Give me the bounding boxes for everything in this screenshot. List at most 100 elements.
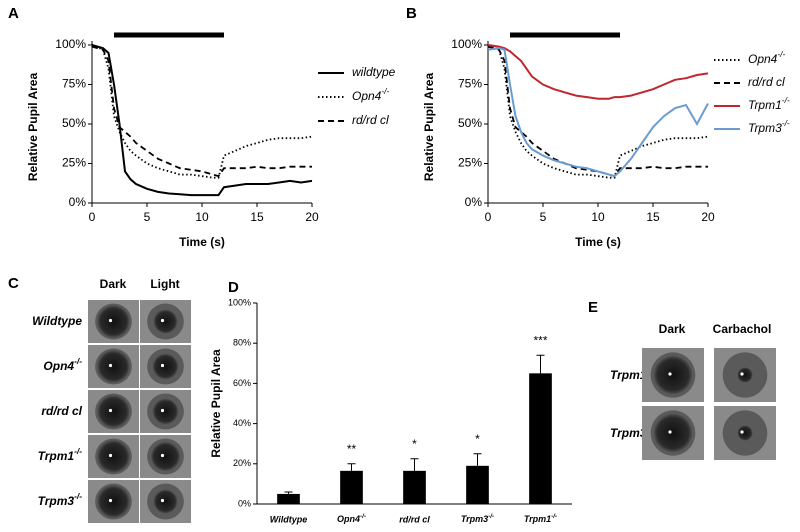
x-tick-label: Opn4-/-	[337, 513, 366, 524]
row-label: Trpm1-/-	[38, 446, 83, 463]
legend-label: rd/rd cl	[352, 113, 389, 127]
series-line	[487, 45, 708, 178]
x-tick-label: 10	[591, 210, 605, 224]
significance: *	[412, 437, 417, 451]
y-axis-title: Relative Pupil Area	[26, 73, 40, 182]
reflection	[668, 430, 672, 434]
panel-label: A	[8, 5, 19, 22]
bar	[466, 465, 489, 504]
x-tick-label: rd/rd cl	[399, 514, 430, 524]
y-tick-label: 50%	[62, 116, 86, 130]
pupil	[153, 309, 178, 334]
x-tick-label: 15	[250, 210, 264, 224]
y-tick-label: 75%	[458, 77, 482, 91]
reflection	[668, 372, 672, 376]
y-tick-label: 100%	[55, 37, 86, 51]
row-label: Trpm3-/-	[38, 491, 83, 508]
x-tick-label: Trpm1-/-	[524, 513, 557, 524]
reflection	[160, 363, 165, 368]
x-tick-label: 0	[89, 210, 96, 224]
pupil	[97, 395, 130, 428]
error-bar	[410, 458, 419, 471]
reflection	[160, 453, 165, 458]
y-tick-label: 0%	[465, 195, 483, 209]
y-tick-label: 80%	[233, 338, 251, 348]
error-bar	[347, 463, 356, 471]
column-header: Carbachol	[713, 322, 772, 336]
reflection	[108, 408, 113, 413]
legend-label: wildtype	[352, 65, 396, 79]
pupil	[152, 353, 179, 380]
error-bar	[536, 354, 545, 374]
row-label: Wildtype	[32, 314, 82, 328]
legend-label: Trpm1-/-	[748, 95, 790, 112]
panel-label: D	[228, 279, 239, 296]
pupil	[737, 367, 753, 383]
series-line	[487, 44, 709, 179]
panel-label: E	[588, 299, 598, 316]
pupil	[152, 398, 179, 425]
y-tick-label: 0%	[238, 498, 251, 508]
significance: *	[475, 432, 480, 446]
pupil	[97, 305, 130, 338]
pupil	[653, 413, 693, 453]
reflection	[108, 453, 113, 458]
series-line	[91, 45, 312, 178]
bar	[403, 470, 426, 504]
significance: **	[347, 442, 357, 456]
y-tick-label: 60%	[233, 378, 251, 388]
pupil	[153, 489, 178, 514]
pupil	[97, 350, 130, 383]
y-tick-label: 100%	[451, 37, 482, 51]
pupil	[97, 485, 130, 518]
y-tick-label: 25%	[62, 156, 86, 170]
error-bar	[284, 491, 293, 494]
legend-label: Trpm3-/-	[748, 118, 790, 135]
reflection	[160, 408, 165, 413]
column-header: Dark	[100, 277, 127, 291]
column-header: Dark	[659, 322, 686, 336]
x-tick-label: 5	[144, 210, 151, 224]
column-header: Light	[150, 277, 179, 291]
y-tick-label: 50%	[458, 116, 482, 130]
legend-label: Opn4-/-	[748, 49, 785, 66]
series-line	[487, 47, 709, 178]
y-axis-title: Relative Pupil Area	[422, 73, 436, 182]
pupil	[97, 440, 130, 473]
x-axis-title: Time (s)	[179, 235, 225, 249]
y-tick-label: 0%	[69, 195, 87, 209]
series-line	[91, 44, 313, 179]
reflection	[160, 318, 165, 323]
pupil	[150, 441, 181, 472]
panel-label: B	[406, 5, 417, 22]
reflection	[108, 363, 113, 368]
bar	[529, 373, 552, 504]
y-tick-label: 100%	[228, 297, 251, 307]
x-tick-label: 5	[540, 210, 547, 224]
significance: ***	[533, 333, 547, 347]
x-tick-label: Trpm3-/-	[461, 513, 494, 524]
reflection	[740, 430, 744, 434]
x-tick-label: Wildtype	[270, 514, 307, 524]
reflection	[108, 498, 113, 503]
y-axis-title: Relative Pupil Area	[209, 349, 223, 458]
series-line	[91, 44, 313, 197]
pupil	[737, 425, 753, 441]
series-line	[487, 44, 709, 100]
y-tick-label: 75%	[62, 77, 86, 91]
legend-label: rd/rd cl	[748, 75, 785, 89]
x-tick-label: 20	[305, 210, 319, 224]
bar	[340, 470, 363, 504]
y-tick-label: 40%	[233, 418, 251, 428]
panel-label: C	[8, 275, 19, 292]
reflection	[160, 498, 165, 503]
x-tick-label: 0	[485, 210, 492, 224]
row-label: rd/rd cl	[41, 404, 82, 418]
reflection	[108, 318, 113, 323]
row-label: Opn4-/-	[43, 356, 82, 373]
x-tick-label: 15	[646, 210, 660, 224]
reflection	[740, 372, 744, 376]
y-tick-label: 25%	[458, 156, 482, 170]
x-axis-title: Time (s)	[575, 235, 621, 249]
